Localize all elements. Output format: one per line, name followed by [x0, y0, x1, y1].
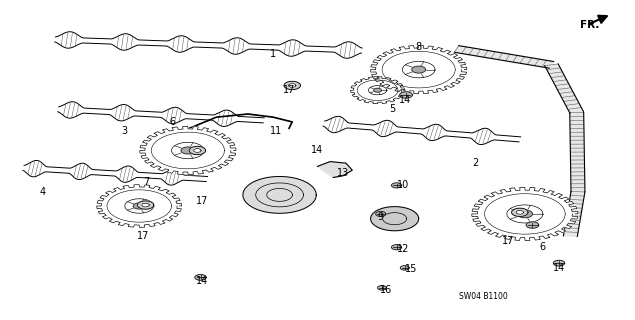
Text: 17: 17: [502, 236, 514, 246]
Polygon shape: [133, 203, 145, 209]
Text: 4: 4: [39, 187, 46, 197]
Polygon shape: [392, 245, 401, 250]
Polygon shape: [392, 183, 401, 188]
Polygon shape: [351, 77, 404, 104]
Polygon shape: [516, 211, 523, 214]
Polygon shape: [243, 177, 316, 213]
Text: 7: 7: [144, 177, 150, 187]
Polygon shape: [137, 201, 154, 209]
Polygon shape: [142, 203, 149, 207]
Text: 6: 6: [539, 242, 545, 252]
Polygon shape: [195, 275, 206, 280]
Text: 13: 13: [337, 168, 349, 178]
Polygon shape: [318, 162, 352, 178]
Polygon shape: [526, 222, 538, 228]
Polygon shape: [189, 146, 206, 155]
Polygon shape: [545, 64, 584, 113]
Polygon shape: [140, 126, 236, 175]
Polygon shape: [181, 147, 195, 154]
Polygon shape: [455, 46, 554, 68]
Text: 11: 11: [271, 126, 283, 136]
Text: 10: 10: [397, 180, 409, 190]
Text: 2: 2: [472, 158, 479, 168]
Text: 6: 6: [169, 117, 175, 127]
Polygon shape: [472, 187, 578, 241]
Text: 14: 14: [553, 263, 565, 273]
Polygon shape: [553, 260, 565, 266]
Polygon shape: [374, 88, 382, 92]
Polygon shape: [400, 266, 409, 270]
Polygon shape: [378, 286, 387, 290]
Polygon shape: [411, 66, 425, 73]
Text: 14: 14: [196, 276, 208, 285]
Polygon shape: [284, 81, 300, 90]
Polygon shape: [288, 84, 296, 87]
Text: FR.: FR.: [580, 20, 599, 29]
Text: 17: 17: [283, 85, 295, 95]
Text: 14: 14: [399, 95, 411, 105]
Polygon shape: [97, 185, 182, 227]
Text: 14: 14: [311, 146, 324, 156]
Text: 1: 1: [270, 49, 276, 59]
Text: SW04 B1100: SW04 B1100: [458, 292, 507, 301]
Text: 15: 15: [405, 264, 417, 275]
Polygon shape: [371, 207, 418, 231]
Polygon shape: [512, 208, 528, 216]
Polygon shape: [570, 112, 585, 192]
Polygon shape: [23, 160, 208, 185]
Text: 5: 5: [389, 104, 395, 114]
Text: 17: 17: [137, 231, 150, 241]
Polygon shape: [194, 148, 201, 152]
Text: 3: 3: [122, 126, 128, 136]
Polygon shape: [323, 116, 521, 145]
Polygon shape: [399, 92, 412, 98]
Polygon shape: [376, 212, 386, 216]
Polygon shape: [58, 102, 264, 126]
Text: 8: 8: [415, 42, 422, 52]
Polygon shape: [370, 45, 467, 94]
Polygon shape: [55, 32, 362, 58]
Polygon shape: [518, 210, 533, 218]
Text: 9: 9: [378, 212, 384, 222]
Text: 17: 17: [196, 196, 209, 206]
Text: 16: 16: [380, 285, 392, 295]
Polygon shape: [563, 191, 585, 236]
Text: 12: 12: [397, 244, 409, 254]
